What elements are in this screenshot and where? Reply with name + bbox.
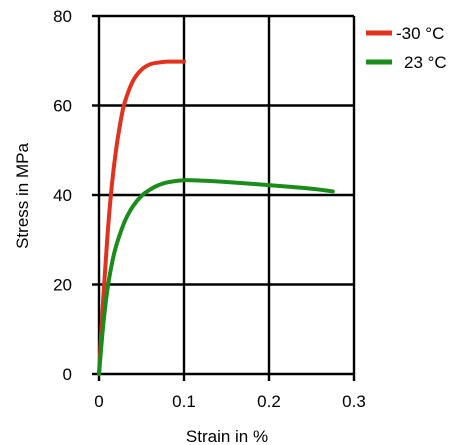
y-tick-label: 80: [53, 7, 72, 26]
series-line-1: [97, 59, 186, 376]
y-tick-label: 20: [53, 276, 72, 295]
y-tick-label: 60: [53, 97, 72, 116]
legend-label-series-1: -30 °C: [396, 24, 444, 43]
x-tick-label: 0: [94, 392, 103, 411]
series-line-2: [97, 178, 335, 376]
y-axis-title: Stress in MPa: [13, 143, 32, 249]
x-axis-title: Strain in %: [186, 427, 268, 445]
legend: -30 °C 23 °C: [366, 24, 447, 72]
tick-labels: 0 0.1 0.2 0.3 0 20 40 60 80: [53, 7, 366, 411]
y-tick-label: 0: [63, 365, 72, 384]
grid: [99, 14, 356, 374]
legend-label-series-2: 23 °C: [404, 53, 447, 72]
x-tick-label: 0.1: [172, 392, 196, 411]
x-tick-label: 0.3: [342, 392, 366, 411]
x-tick-label: 0.2: [257, 392, 281, 411]
y-tick-label: 40: [53, 186, 72, 205]
axes: [92, 14, 356, 381]
plot-series: [97, 59, 335, 376]
